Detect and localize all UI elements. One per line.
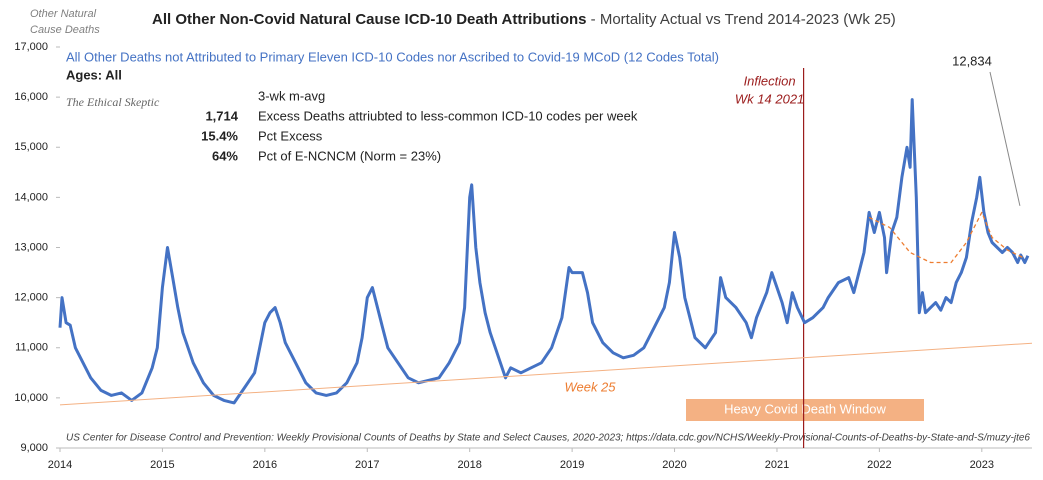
- stat-text: Excess Deaths attriubted to less-common …: [258, 108, 638, 123]
- title-suffix: - Mortality Actual vs Trend 2014-2023 (W…: [591, 11, 896, 28]
- inflection-label: Wk 14 2021: [735, 91, 804, 106]
- stat-value: 15.4%: [201, 128, 238, 143]
- x-tick-label: 2014: [48, 459, 72, 471]
- y-tick-label: 10,000: [14, 392, 48, 404]
- y-tick-label: 11,000: [15, 342, 48, 354]
- x-tick-label: 2021: [765, 459, 789, 471]
- inflection-label: Inflection: [744, 73, 796, 88]
- title-main: All Other Non-Covid Natural Cause ICD-10…: [152, 11, 586, 28]
- ages: Ages: All: [66, 67, 122, 82]
- y-tick-label: 14,000: [14, 191, 48, 203]
- window-label: Heavy Covid Death Window: [724, 401, 886, 416]
- corner-note: Cause Deaths: [30, 24, 100, 36]
- y-tick-label: 13,000: [14, 241, 48, 253]
- series-line: [58, 98, 1030, 405]
- x-tick-label: 2018: [457, 459, 481, 471]
- end-label-pointer: [989, 71, 1021, 206]
- stats-header: 3-wk m-avg: [258, 88, 325, 103]
- y-tick-label: 16,000: [14, 91, 48, 103]
- stat-text: Pct of E-NCNCM (Norm = 23%): [258, 148, 441, 163]
- end-label: 12,834: [952, 53, 992, 68]
- window-box: [686, 399, 924, 421]
- x-tick-label: 2016: [253, 459, 277, 471]
- x-tick-label: 2022: [867, 459, 891, 471]
- x-tick-label: 2019: [560, 459, 584, 471]
- corner-note: Other Natural: [30, 8, 97, 20]
- watermark: The Ethical Skeptic: [66, 95, 160, 109]
- series-line: [59, 342, 1033, 406]
- subtitle: All Other Deaths not Attributed to Prima…: [66, 49, 719, 64]
- y-tick-label: 9,000: [20, 442, 48, 454]
- y-tick-label: 15,000: [14, 141, 48, 153]
- chart-title: All Other Non-Covid Natural Cause ICD-10…: [152, 11, 896, 28]
- x-tick-label: 2020: [662, 459, 686, 471]
- stat-text: Pct Excess: [258, 128, 323, 143]
- x-tick-label: 2023: [970, 459, 994, 471]
- stats: 1,714 Excess Deaths attriubted to less-co…: [201, 108, 638, 163]
- stat-value: 64%: [212, 148, 238, 163]
- source: US Center for Disease Control and Preven…: [66, 433, 1030, 444]
- x-tick-label: 2017: [355, 459, 379, 471]
- week-label: Week 25: [564, 379, 616, 394]
- stat-value: 1,714: [205, 108, 238, 123]
- y-tick-label: 12,000: [14, 292, 48, 304]
- x-tick-label: 2015: [150, 459, 174, 471]
- y-tick-label: 17,000: [14, 41, 48, 53]
